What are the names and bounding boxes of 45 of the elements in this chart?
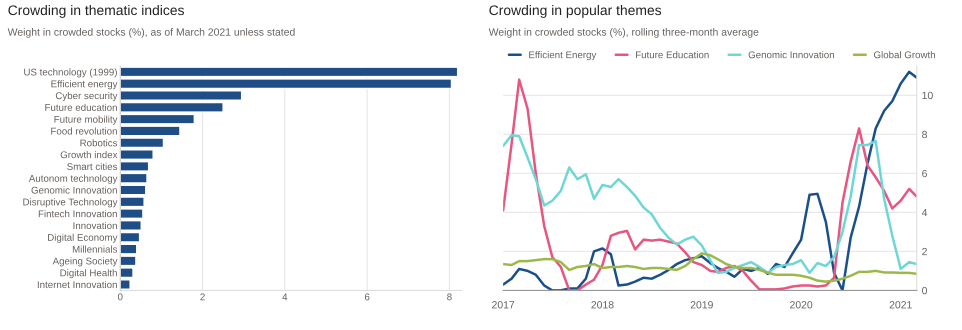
y-tick-label: 10 [922,92,933,100]
chart-subtitle: Weight in crowded stocks (%), rolling three-month average [488,28,758,38]
y-tick-label: Future education [45,104,117,111]
y-tick-label: Millennials [72,246,118,253]
x-tick-label: 4 [282,294,288,300]
line-series [503,134,917,274]
x-tick-label: 2017 [492,301,514,308]
y-tick-label: Autonom technology [28,174,118,184]
y-tick-label: 6 [922,170,927,178]
y-tick-label: Cyber security [56,92,118,102]
y-tick-label: Internet Innovation [38,280,117,288]
y-tick-label: US technology (1999) [24,68,117,78]
y-tick-label: Digital Economy [48,234,118,243]
y-tick-label: 4 [922,208,928,216]
x-tick-label: 2018 [591,301,614,308]
y-tick-label: Efficient energy [51,80,118,90]
legend-label: Genomic Innovation [748,51,834,58]
y-tick-label: 8 [922,130,927,138]
y-tick-label: 2 [922,248,927,256]
x-tick-label: 6 [364,293,370,300]
y-tick-label: Robotics [80,139,118,146]
x-tick-label: 2021 [890,301,912,308]
y-tick-label: Smart cities [67,162,118,170]
y-tick-label: Growth index [60,151,118,158]
y-tick-label: Disruptive Technology [23,198,118,208]
x-tick-label: 2 [200,293,205,300]
chart-title: Crowding in thematic indices [8,4,184,18]
x-tick-label: 0 [118,293,123,300]
x-tick-label: 2019 [690,301,713,308]
x-tick-label: 2020 [790,301,812,308]
chart-subtitle: Weight in crowded stocks (%), as of March 2021 unless stated [8,28,295,38]
line-series [503,252,917,283]
legend-label: Efficient Energy [529,51,596,60]
legend-label: Global Growth [874,51,935,58]
x-tick-label: 8 [447,293,452,300]
y-tick-label: Innovation [74,222,117,230]
y-tick-label: 0 [922,286,928,294]
chart-title: Crowding in popular themes [489,4,662,18]
y-tick-label: Fintech Innovation [38,210,117,218]
y-tick-label: Genomic Innovation [31,186,117,194]
y-tick-label: Ageing Society [52,257,118,266]
legend-label: Future Education [636,51,709,58]
y-tick-label: Future mobility [54,116,118,125]
y-tick-label: Digital Health [60,269,117,278]
y-tick-label: Food revolution [51,127,117,135]
